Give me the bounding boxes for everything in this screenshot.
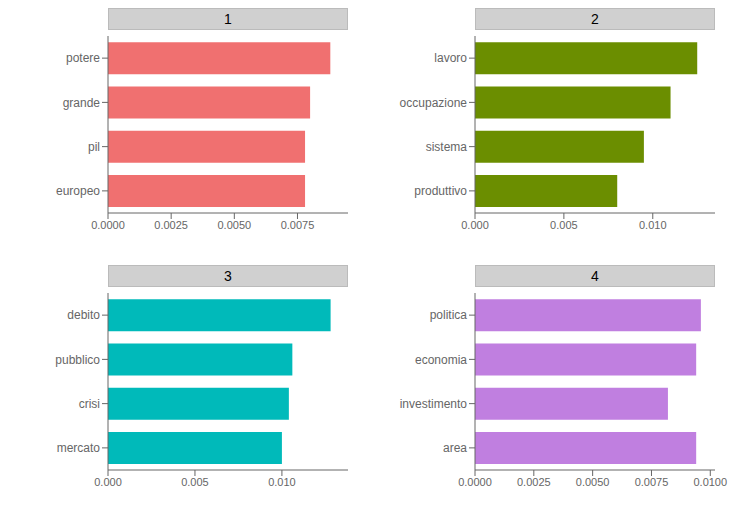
svg-text:0.0050: 0.0050 — [217, 219, 251, 231]
svg-text:potere: potere — [66, 51, 100, 65]
svg-text:pil: pil — [88, 140, 100, 154]
svg-text:0.0000: 0.0000 — [91, 219, 125, 231]
svg-text:politica: politica — [430, 308, 468, 322]
svg-text:0.0025: 0.0025 — [517, 475, 551, 487]
svg-text:0.005: 0.005 — [181, 475, 209, 487]
svg-text:0.0050: 0.0050 — [576, 475, 610, 487]
svg-text:mercato: mercato — [57, 441, 101, 455]
html-text:2: 2 — [591, 11, 599, 27]
svg-text:lavoro: lavoro — [434, 51, 467, 65]
svg-text:0.0000: 0.0000 — [458, 475, 492, 487]
svg-text:pubblico: pubblico — [55, 352, 100, 366]
svg-text:0.000: 0.000 — [94, 475, 122, 487]
svg-text:0.0075: 0.0075 — [635, 475, 669, 487]
svg-text:area: area — [443, 441, 467, 455]
svg-text:debito: debito — [67, 308, 100, 322]
svg-text:0.000: 0.000 — [461, 219, 489, 231]
svg-text:0.005: 0.005 — [550, 219, 578, 231]
html-text:4: 4 — [591, 267, 599, 284]
svg-text:economia: economia — [415, 352, 467, 366]
svg-text:sistema: sistema — [426, 140, 468, 154]
svg-text:0.0075: 0.0075 — [281, 219, 315, 231]
svg-text:occupazione: occupazione — [400, 96, 468, 110]
svg-text:produttivo: produttivo — [414, 184, 467, 198]
svg-text:europeo: europeo — [56, 184, 100, 198]
svg-text:0.0025: 0.0025 — [154, 219, 188, 231]
svg-text:grande: grande — [63, 96, 101, 110]
html-text:1: 1 — [224, 11, 232, 27]
svg-text:0.010: 0.010 — [639, 219, 667, 231]
svg-text:0.010: 0.010 — [268, 475, 296, 487]
svg-text:investimento: investimento — [400, 396, 468, 410]
html-text:3: 3 — [224, 267, 232, 284]
svg-text:0.0100: 0.0100 — [693, 475, 727, 487]
svg-text:crisi: crisi — [79, 396, 100, 410]
